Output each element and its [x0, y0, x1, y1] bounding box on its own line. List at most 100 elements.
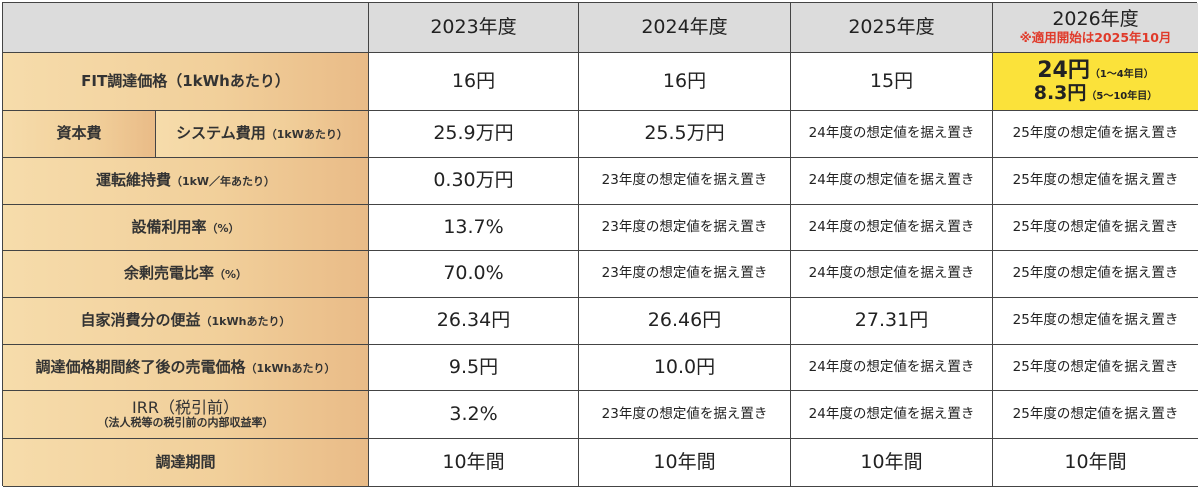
col-header-2024: 2024年度 [579, 3, 791, 53]
cell-value: 25年度の想定値を据え置き [1012, 125, 1179, 142]
label-text: 自家消費分の便益 [80, 311, 201, 330]
cell: 16円 [579, 53, 791, 111]
row-label: システム費用（1kWあたり） [156, 111, 369, 158]
cell-value: 9.5円 [448, 355, 499, 378]
label-text: IRR（税引前） [132, 397, 239, 417]
cell: 25年度の想定値を据え置き [993, 391, 1198, 439]
label-text: 調達価格期間終了後の売電価格 [35, 357, 246, 376]
cell: 24年度の想定値を据え置き [791, 111, 993, 158]
col-header-2025: 2025年度 [791, 3, 993, 53]
cell: 3.2% [369, 391, 579, 439]
cell: 23年度の想定値を据え置き [579, 205, 791, 251]
row-label-fit-price: FIT調達価格（1kWhあたり） [3, 53, 369, 111]
price-period: （5～10年目） [1086, 91, 1158, 103]
cell-value: 26.46円 [647, 309, 722, 332]
cell-value: 23年度の想定値を据え置き [601, 172, 768, 189]
price-period: （1～4年目） [1089, 68, 1154, 80]
label-text: 余剰売電比率 [123, 264, 214, 283]
cell: 23年度の想定値を据え置き [579, 158, 791, 205]
cell: 15円 [791, 53, 993, 111]
row-label: 設備利用率（%） [3, 205, 369, 251]
cell-value: 10年間 [653, 450, 716, 473]
cell-value: 25.9万円 [433, 122, 514, 145]
cell: 25年度の想定値を据え置き [993, 205, 1198, 251]
cell: 10年間 [579, 439, 791, 487]
cell: 10年間 [791, 439, 993, 487]
cell-value: 23年度の想定値を据え置き [601, 405, 768, 422]
cell-value: 16円 [451, 69, 496, 92]
cell: 9.5円 [369, 345, 579, 391]
cell-value: 10年間 [442, 450, 505, 473]
cell: 24年度の想定値を据え置き [791, 158, 993, 205]
corner-header [3, 3, 369, 53]
cell: 25年度の想定値を据え置き [993, 298, 1198, 345]
cell-value: 24年度の想定値を据え置き [808, 265, 975, 282]
label-unit: （1kWhあたり） [200, 315, 291, 329]
cell-value: 24年度の想定値を据え置き [808, 125, 975, 142]
cell: 10.0円 [579, 345, 791, 391]
label-unit: （%） [206, 221, 240, 235]
cell-value: 15円 [869, 69, 914, 92]
label-unit: （1kWあたり） [265, 128, 348, 142]
cell: 25年度の想定値を据え置き [993, 158, 1198, 205]
price-main: 24円 [1037, 57, 1090, 83]
cell-value: 25年度の想定値を据え置き [1012, 218, 1179, 235]
cell-value: 13.7% [443, 215, 504, 238]
label-unit: （法人税等の税引前の内部収益率） [97, 416, 274, 430]
label-text: FIT調達価格 [81, 71, 168, 90]
cell: 23年度の想定値を据え置き [579, 391, 791, 439]
cell: 10年間 [993, 439, 1198, 487]
year-label: 2026年度 [1052, 8, 1139, 31]
cell-value: 70.0% [443, 262, 504, 285]
label-unit: （1kWhあたり） [167, 71, 290, 90]
cell: 10年間 [369, 439, 579, 487]
row-group-label: 資本費 [3, 111, 156, 158]
label-text: 設備利用率 [131, 217, 207, 236]
cell: 24年度の想定値を据え置き [791, 345, 993, 391]
cell: 25年度の想定値を据え置き [993, 111, 1198, 158]
cell: 25年度の想定値を据え置き [993, 345, 1198, 391]
cell: 70.0% [369, 251, 579, 298]
cell-value: 25年度の想定値を据え置き [1012, 312, 1179, 329]
label-unit: （1kW／年あたり） [170, 175, 276, 189]
cell: 27.31円 [791, 298, 993, 345]
cell-value: 23年度の想定値を据え置き [601, 218, 768, 235]
price-main: 8.3円 [1033, 82, 1087, 105]
cell: 24年度の想定値を据え置き [791, 251, 993, 298]
cell-value: 25.5万円 [644, 122, 725, 145]
cell-value: 24年度の想定値を据え置き [808, 172, 975, 189]
row-label: IRR（税引前） （法人税等の税引前の内部収益率） [3, 391, 369, 439]
cell-value: 10.0円 [653, 355, 716, 378]
label-text: 運転維持費 [95, 171, 171, 190]
cell: 0.30万円 [369, 158, 579, 205]
cell: 13.7% [369, 205, 579, 251]
label-text: システム費用 [176, 124, 266, 143]
year-label: 2023年度 [430, 15, 517, 38]
cell-value: 26.34円 [436, 309, 511, 332]
cell-value: 3.2% [449, 402, 498, 425]
cell-value: 25年度の想定値を据え置き [1012, 172, 1179, 189]
row-label: 自家消費分の便益（1kWhあたり） [3, 298, 369, 345]
cell-value: 25年度の想定値を据え置き [1012, 358, 1179, 375]
cell-value: 23年度の想定値を据え置き [601, 265, 768, 282]
cell: 25.9万円 [369, 111, 579, 158]
cell-value: 25年度の想定値を据え置き [1012, 405, 1179, 422]
label-unit: （%） [213, 268, 248, 282]
start-note: ※適用開始は2025年10月 [1019, 30, 1172, 46]
row-label: 調達価格期間終了後の売電価格（1kWhあたり） [3, 345, 369, 391]
year-label: 2025年度 [848, 15, 935, 38]
cell-value: 27.31円 [854, 309, 929, 332]
row-label: 運転維持費（1kW／年あたり） [3, 158, 369, 205]
cell: 24年度の想定値を据え置き [791, 391, 993, 439]
cell-value: 24年度の想定値を据え置き [808, 218, 975, 235]
cell: 25.5万円 [579, 111, 791, 158]
cell-value: 24年度の想定値を据え置き [808, 405, 975, 422]
cell: 26.34円 [369, 298, 579, 345]
label-text: 資本費 [56, 124, 102, 143]
row-label: 調達期間 [3, 439, 369, 487]
col-header-2026: 2026年度 ※適用開始は2025年10月 [993, 3, 1198, 53]
cell-value: 0.30万円 [433, 169, 514, 192]
cell: 24年度の想定値を据え置き [791, 205, 993, 251]
cell-2026-fit-highlight: 24円（1～4年目） 8.3円（5～10年目） [993, 53, 1198, 111]
label-unit: （1kWhあたり） [245, 361, 336, 375]
